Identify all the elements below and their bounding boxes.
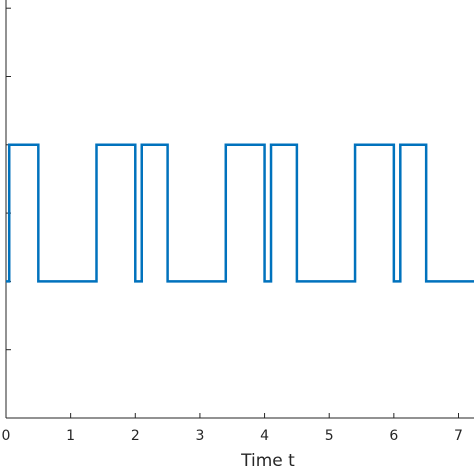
x-axis-label: Time t	[240, 451, 295, 471]
x-tick-label: 0	[2, 428, 11, 444]
x-tick-label: 3	[195, 428, 204, 444]
x-tick-label: 7	[454, 428, 463, 444]
x-tick-label: 5	[325, 428, 334, 444]
x-tick-label: 1	[66, 428, 75, 444]
step-line	[6, 143, 474, 283]
x-tick-label: 6	[389, 428, 398, 444]
x-tick-label: 2	[131, 428, 140, 444]
x-tick-label: 4	[260, 428, 269, 444]
